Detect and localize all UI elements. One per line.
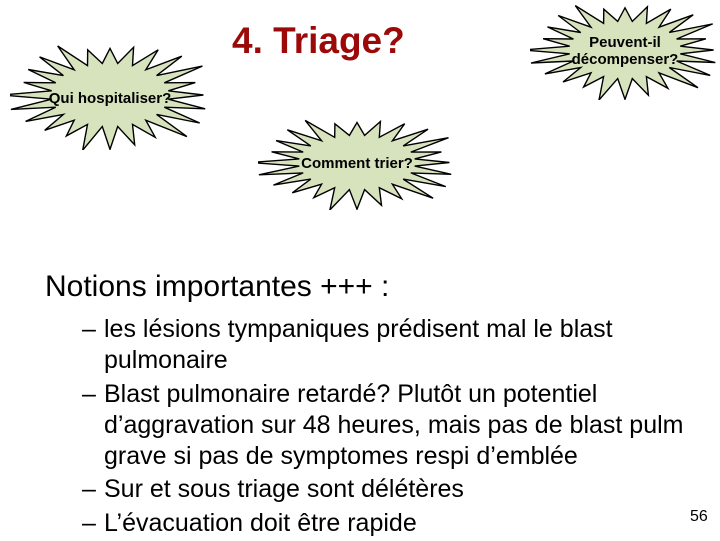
bullet-list: les lésions tympaniques prédisent mal le… <box>82 314 692 541</box>
burst-left-text: Qui hospitaliser? <box>10 90 210 107</box>
burst-center-text: Comment trier? <box>258 155 456 172</box>
slide-title: 4. Triage? <box>232 20 405 62</box>
list-item: L’évacuation doit être rapide <box>82 508 692 539</box>
burst-right-line2: décompenser? <box>572 51 679 68</box>
burst-right-text: Peuvent-il décompenser? <box>530 34 720 68</box>
burst-right-line1: Peuvent-il <box>589 34 661 51</box>
list-item: les lésions tympaniques prédisent mal le… <box>82 314 692 377</box>
list-item: Sur et sous triage sont délétères <box>82 474 692 505</box>
subtitle: Notions importantes +++ : <box>45 270 389 304</box>
burst-right: Peuvent-il décompenser? <box>530 0 720 100</box>
list-item: Blast pulmonaire retardé? Plutôt un pote… <box>82 379 692 473</box>
burst-center: Comment trier? <box>258 115 456 210</box>
page-number: 56 <box>690 508 708 526</box>
burst-left: Qui hospitaliser? <box>10 40 210 150</box>
